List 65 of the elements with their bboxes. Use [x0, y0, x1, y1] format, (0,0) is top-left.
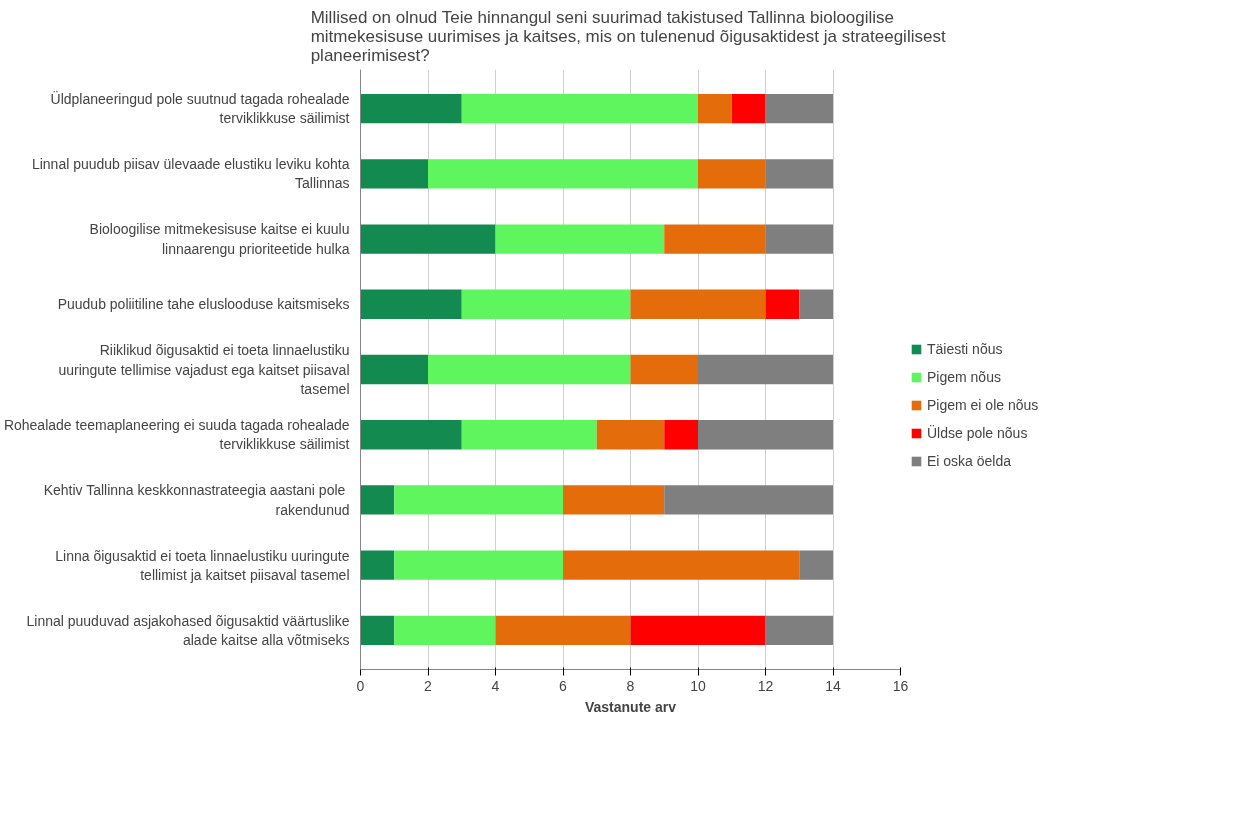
bar [360, 159, 428, 189]
y-tick-label: Linnal puuduvad asjakohased õigusaktid väärtuslike alade kaitse alla võtmiseks [26, 612, 350, 648]
bar [799, 289, 833, 319]
bar [394, 550, 563, 580]
bar [360, 615, 395, 646]
bar [799, 550, 833, 580]
x-tick-label: 10 [690, 677, 706, 694]
y-tick-label: Bioloogilise mitmekesisuse kaitse ei kuulu linnaarengu prioriteetide hulka [89, 221, 350, 257]
bar [698, 420, 833, 450]
x-tick-label: 4 [491, 677, 500, 694]
x-tick-label: 8 [626, 677, 635, 694]
bar [765, 224, 833, 254]
bar [664, 224, 766, 254]
chart-title: Millised on olnud Teie hinnangul seni suurimad takistused Tallinna bioloogilise mitmekesisuse uurimises ja kaitses, mis on tulenenud õigusaktidest ja strateegilisest planeerimisest? [310, 7, 946, 65]
bar [630, 615, 766, 646]
legend-label: Ei oska öelda [927, 453, 1012, 469]
bar [495, 224, 665, 254]
bar [698, 159, 766, 189]
x-tick-label: 12 [757, 677, 774, 694]
x-tick-label: 14 [825, 677, 841, 694]
legend-label: Üldse pole nõus [927, 425, 1028, 441]
bar [664, 420, 698, 450]
y-tick-label: Kehtiv Tallinna keskkonnastrateegia aastani pole rakendunud [43, 482, 350, 518]
bar [461, 93, 698, 124]
bar [563, 550, 800, 580]
bar [461, 420, 597, 450]
bar [428, 354, 631, 385]
bar [360, 93, 462, 124]
bar [360, 354, 428, 385]
bar [563, 485, 665, 515]
bar [630, 289, 766, 319]
y-tick-label: Rohealade teemaplaneering ei suuda tagada rohealade terviklikkuse säilimist [3, 417, 350, 453]
x-tick-label: 2 [424, 677, 433, 694]
bar [360, 224, 496, 254]
bar [360, 550, 395, 580]
bar [394, 615, 496, 646]
legend-label: Pigem nõus [927, 369, 1001, 385]
x-axis-title: Vastanute arv [584, 698, 677, 715]
x-tick-label: 6 [559, 677, 568, 694]
bar [461, 289, 631, 319]
x-tick-label: 16 [892, 677, 909, 694]
bar [731, 93, 766, 124]
y-tick-label: Linnal puudub piisav ülevaade elustiku leviku kohta Tallinnas [31, 156, 350, 192]
bar [428, 159, 698, 189]
bar [360, 289, 462, 319]
bar [765, 93, 833, 124]
y-tick-label: Riiklikud õigusaktid ei toeta linnaelustiku uuringute tellimise vajadust ega kaitset piisaval tasemel [58, 342, 350, 397]
bar [664, 485, 833, 515]
y-tick-label: Puudub poliitiline tahe eluslooduse kaitsmiseks [57, 296, 350, 313]
y-tick-label: Üldplaneeringud pole suutnud tagada rohealade terviklikkuse säilimist [50, 90, 350, 127]
legend-label: Täiesti nõus [927, 341, 1003, 357]
bar [596, 420, 665, 450]
bar [765, 159, 833, 189]
bar [394, 485, 563, 515]
bar [630, 354, 698, 385]
bar [360, 420, 462, 450]
bar [698, 93, 732, 124]
x-tick-label: 0 [356, 677, 365, 694]
bar [765, 289, 800, 319]
bar [495, 615, 631, 646]
bar [765, 615, 833, 646]
bar [698, 354, 833, 385]
bar [360, 485, 395, 515]
y-tick-label: Linna õigusaktid ei toeta linnaelustiku uuringute tellimist ja kaitset piisaval tasemel [55, 547, 350, 583]
legend-label: Pigem ei ole nõus [927, 397, 1039, 413]
